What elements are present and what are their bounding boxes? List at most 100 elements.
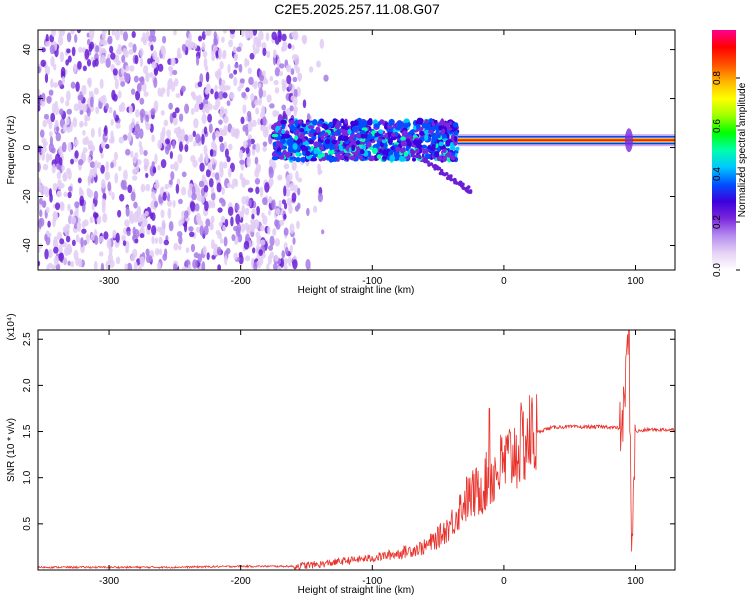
spectrogram-cell xyxy=(140,112,144,124)
spectrogram-cell xyxy=(101,178,106,189)
spectrogram-cell xyxy=(134,54,139,65)
spectrogram-cell xyxy=(210,88,214,95)
spectrogram-cell xyxy=(41,47,46,53)
spectrogram-cell xyxy=(208,178,214,188)
spectrogram-cell xyxy=(89,96,94,108)
spectrogram-cell xyxy=(279,219,285,226)
colorbar-tick-label: 0.8 xyxy=(712,71,723,85)
y-tick-label: 2.0 xyxy=(22,378,33,392)
spectrogram-cell xyxy=(119,30,124,36)
spectrogram-cell xyxy=(222,49,227,57)
spectrogram-cell xyxy=(256,41,262,48)
spectrogram-cell xyxy=(99,251,104,257)
spectrogram-cell xyxy=(181,266,188,270)
spectrogram-cell xyxy=(340,125,348,130)
spectrogram-cell xyxy=(191,192,197,201)
spectrogram-cell xyxy=(203,144,208,156)
spectrogram-cell xyxy=(262,116,267,126)
spectrogram-cell xyxy=(129,65,135,72)
spectrogram-cell xyxy=(431,143,436,151)
spectrogram-cell xyxy=(241,204,245,216)
spectrogram-cell xyxy=(251,208,257,215)
spectrogram-cell xyxy=(136,83,142,92)
spectrogram-cell xyxy=(98,235,104,243)
spectrogram-cell xyxy=(39,129,45,138)
spectrogram-cell xyxy=(231,178,238,186)
spectrogram-cell xyxy=(213,38,219,46)
spectrogram-cell xyxy=(289,182,295,192)
spectrogram-y-ticks: -40 -20 0 20 40 xyxy=(22,44,675,253)
spectrogram-cell xyxy=(273,49,277,59)
spectrogram-cell xyxy=(81,84,87,96)
spectrogram-cell xyxy=(269,235,275,247)
spectrogram-cell xyxy=(253,261,258,270)
spectrogram-cell xyxy=(324,138,331,145)
spectrogram-cell xyxy=(245,255,251,262)
spectrogram-cell xyxy=(115,122,121,129)
spectrogram-cell xyxy=(305,150,311,157)
spectrogram-cell xyxy=(253,36,257,45)
spectrogram-cell xyxy=(199,162,205,172)
spectrogram-cell xyxy=(173,263,178,270)
spectrogram-cell xyxy=(119,193,125,202)
spectrogram-cell xyxy=(199,73,204,84)
spectrogram-cell xyxy=(315,126,321,134)
spectrogram-cell xyxy=(360,133,366,139)
spectrogram-cell xyxy=(284,151,291,158)
spectrogram-cell xyxy=(201,42,206,51)
spectrogram-cell xyxy=(133,261,138,270)
spectrogram-cell xyxy=(308,139,315,145)
spectrogram-cell xyxy=(118,165,122,172)
spectrogram-cell xyxy=(201,113,207,125)
spectrogram-cell xyxy=(131,175,138,181)
spectrogram-cell xyxy=(324,145,330,150)
spectrogram-cell xyxy=(273,79,279,86)
spectrogram-cell xyxy=(235,128,240,135)
spectrogram-cell xyxy=(143,65,149,75)
spectrogram-cell xyxy=(154,248,160,256)
spectrogram-cell xyxy=(38,66,41,74)
spectrogram-cell xyxy=(81,228,87,234)
spectrogram-cell xyxy=(191,185,196,195)
spectrogram-cell xyxy=(61,76,66,85)
spectrogram-cell xyxy=(358,154,363,160)
spectrogram-cell xyxy=(100,47,107,54)
spectrogram-cell xyxy=(419,130,425,136)
spectrogram-cell xyxy=(198,35,203,42)
spectrogram-cell xyxy=(73,223,78,229)
spectrogram-cell xyxy=(86,107,91,117)
spectrogram-cell xyxy=(410,129,416,134)
spectrogram-cell xyxy=(423,159,427,164)
spectrogram-cell xyxy=(65,90,71,102)
spectrogram-cell xyxy=(242,104,247,114)
colorbar-tick-label: 0.4 xyxy=(712,167,723,181)
spectrogram-cell xyxy=(224,254,228,266)
spectrogram-cell xyxy=(151,235,155,245)
spectrogram-cell xyxy=(100,164,105,174)
spectrogram-cell xyxy=(240,30,245,38)
spectrogram-cell xyxy=(41,200,47,209)
spectrogram-cell xyxy=(51,30,56,37)
spectrogram-cell xyxy=(188,226,194,232)
spectrogram-cell xyxy=(128,123,133,134)
spectrogram-cell xyxy=(252,143,257,150)
spectrogram-cell xyxy=(323,74,329,82)
spectrogram-cell xyxy=(139,76,145,86)
spectrogram-cell xyxy=(113,110,117,119)
spectrogram-cell xyxy=(271,152,276,157)
snr-x-ticks: -300 -200 -100 0 100 xyxy=(99,330,644,587)
spectrogram-cell xyxy=(86,38,91,46)
spectrogram-cell xyxy=(69,209,74,216)
spectrogram-cell xyxy=(93,190,99,201)
spectrogram-cell xyxy=(292,237,296,245)
spectrogram-cell xyxy=(237,86,242,92)
spectrogram-cell xyxy=(387,138,393,144)
spectrogram-cell xyxy=(291,161,297,171)
spectrogram-cell xyxy=(178,198,183,205)
spectrogram-cell xyxy=(89,216,94,224)
spectrogram-cell xyxy=(139,256,145,266)
spectrogram-cell xyxy=(401,130,408,137)
spectrogram-cell xyxy=(318,169,323,175)
spectrogram-cell xyxy=(98,126,102,138)
spectrogram-cell xyxy=(41,92,46,102)
